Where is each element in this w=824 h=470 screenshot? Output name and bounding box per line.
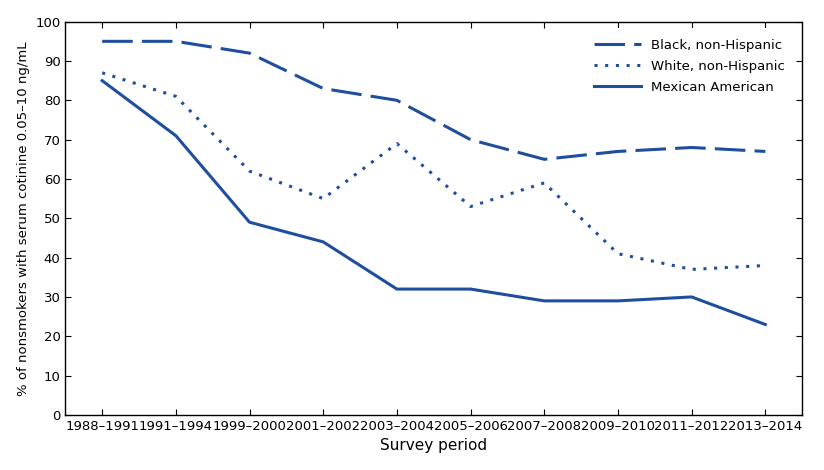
Mexican American xyxy=(318,239,328,245)
Black, non-Hispanic xyxy=(171,39,180,44)
Black, non-Hispanic xyxy=(97,39,107,44)
White, non-Hispanic xyxy=(97,70,107,76)
Black, non-Hispanic xyxy=(466,137,475,142)
Mexican American xyxy=(613,298,623,304)
White, non-Hispanic xyxy=(761,263,770,268)
X-axis label: Survey period: Survey period xyxy=(380,439,487,454)
Black, non-Hispanic xyxy=(613,149,623,154)
Mexican American xyxy=(171,133,180,139)
White, non-Hispanic xyxy=(540,180,550,186)
Mexican American xyxy=(761,321,770,327)
Black, non-Hispanic xyxy=(540,157,550,162)
White, non-Hispanic xyxy=(613,251,623,257)
Line: Mexican American: Mexican American xyxy=(102,81,765,324)
Black, non-Hispanic xyxy=(392,97,402,103)
Black, non-Hispanic xyxy=(318,86,328,91)
Mexican American xyxy=(540,298,550,304)
White, non-Hispanic xyxy=(466,204,475,209)
Black, non-Hispanic xyxy=(761,149,770,154)
Mexican American xyxy=(392,286,402,292)
Black, non-Hispanic xyxy=(686,145,696,150)
Mexican American xyxy=(97,78,107,84)
Line: Black, non-Hispanic: Black, non-Hispanic xyxy=(102,41,765,159)
Mexican American xyxy=(466,286,475,292)
White, non-Hispanic xyxy=(171,94,180,99)
Black, non-Hispanic xyxy=(245,50,255,56)
White, non-Hispanic xyxy=(245,168,255,174)
Mexican American xyxy=(686,294,696,300)
Legend: Black, non-Hispanic, White, non-Hispanic, Mexican American: Black, non-Hispanic, White, non-Hispanic… xyxy=(584,28,795,104)
White, non-Hispanic xyxy=(392,141,402,146)
Line: White, non-Hispanic: White, non-Hispanic xyxy=(102,73,765,269)
White, non-Hispanic xyxy=(686,266,696,272)
Y-axis label: % of nonsmokers with serum cotinine 0.05–10 ng/mL: % of nonsmokers with serum cotinine 0.05… xyxy=(16,41,30,396)
White, non-Hispanic xyxy=(318,196,328,202)
Mexican American xyxy=(245,219,255,225)
